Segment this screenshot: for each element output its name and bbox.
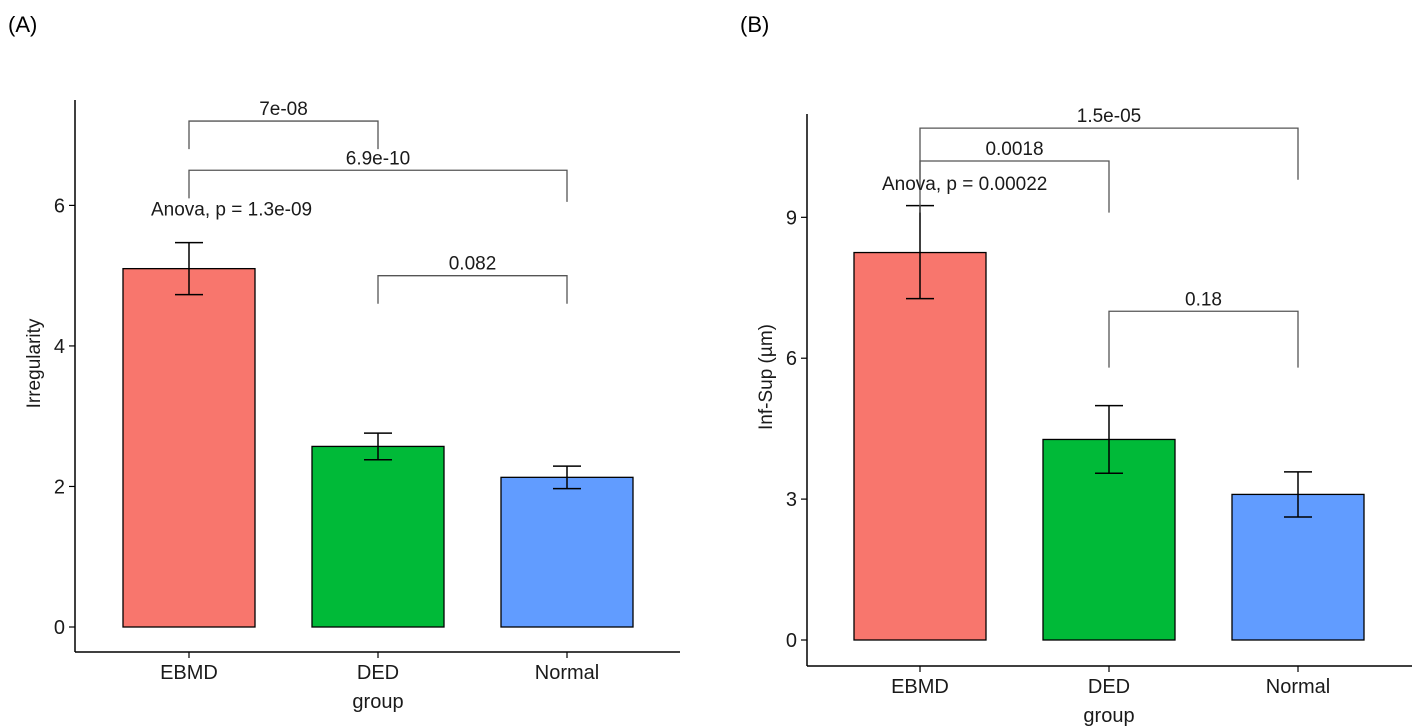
comparison-p-label: 7e-08 [259, 99, 308, 120]
x-axis-label: group [1083, 705, 1134, 727]
comparison-bracket [1108, 310, 1299, 368]
y-tick-label: 0 [54, 617, 65, 639]
y-tick-label: 9 [786, 207, 797, 229]
bar-ebmd [853, 251, 987, 641]
bar-ebmd [122, 267, 256, 628]
comparison-bracket [188, 120, 379, 150]
comparison-bracket [377, 275, 568, 304]
y-axis-label: Inf-Sup (µm) [756, 324, 777, 430]
anova-label: Anova, p = 1.3e-09 [151, 199, 312, 220]
comparison-bracket [188, 169, 568, 202]
y-tick-label: 6 [786, 348, 797, 370]
comparison-bracket [919, 160, 1110, 213]
x-tick-label-normal: Normal [1266, 676, 1330, 698]
x-axis-label: group [352, 691, 403, 713]
x-tick-label-ebmd: EBMD [891, 676, 949, 698]
comparison-p-label: 1.5e-05 [1077, 106, 1141, 127]
x-tick-label-ded: DED [357, 662, 399, 684]
x-tick-label-ebmd: EBMD [160, 662, 218, 684]
y-tick-label: 4 [54, 336, 65, 358]
bar-normal [1231, 493, 1365, 641]
comparison-bracket [919, 127, 1299, 180]
y-tick-label: 6 [54, 195, 65, 217]
y-tick-label: 0 [786, 630, 797, 652]
panel-a-label: (A) [8, 12, 38, 37]
x-tick-label-normal: Normal [535, 662, 599, 684]
y-tick-label: 3 [786, 489, 797, 511]
x-tick-label-ded: DED [1088, 676, 1130, 698]
comparison-p-label: 0.18 [1185, 289, 1222, 310]
comparison-p-label: 0.0018 [985, 139, 1043, 160]
y-axis-label: Irregularity [24, 318, 45, 408]
y-tick-label: 2 [54, 476, 65, 498]
comparison-p-label: 6.9e-10 [346, 148, 410, 169]
panel-b-label: (B) [740, 12, 770, 37]
comparison-p-label: 0.082 [449, 254, 497, 275]
anova-label: Anova, p = 0.00022 [882, 174, 1047, 195]
